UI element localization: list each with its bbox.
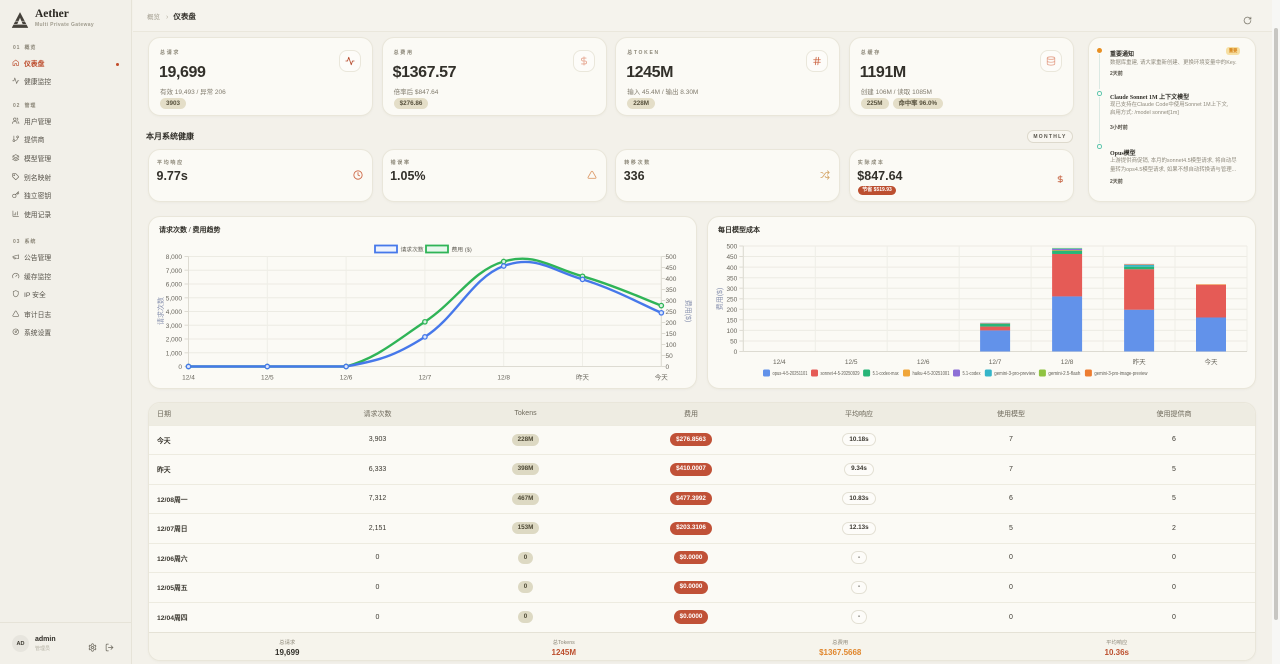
svg-text:12/7: 12/7 <box>989 359 1002 366</box>
svg-text:5,000: 5,000 <box>166 296 183 303</box>
svg-text:200: 200 <box>666 320 677 327</box>
svg-text:12/4: 12/4 <box>182 375 195 382</box>
svg-text:6,000: 6,000 <box>166 282 183 289</box>
svg-text:12/6: 12/6 <box>340 375 353 382</box>
svg-text:250: 250 <box>666 309 677 316</box>
svg-text:0: 0 <box>178 364 182 371</box>
svg-text:400: 400 <box>726 265 737 272</box>
svg-text:300: 300 <box>726 286 737 293</box>
svg-text:12/8: 12/8 <box>497 375 510 382</box>
svg-text:450: 450 <box>666 265 677 272</box>
svg-text:50: 50 <box>666 353 674 360</box>
svg-text:昨天: 昨天 <box>1133 357 1147 366</box>
svg-text:12/5: 12/5 <box>845 359 858 366</box>
svg-text:0: 0 <box>666 364 670 371</box>
svg-text:今天: 今天 <box>655 373 669 382</box>
svg-text:300: 300 <box>666 298 677 305</box>
svg-text:400: 400 <box>666 276 677 283</box>
svg-text:12/7: 12/7 <box>419 375 432 382</box>
svg-text:2,000: 2,000 <box>166 337 183 344</box>
svg-text:150: 150 <box>666 331 677 338</box>
svg-text:昨天: 昨天 <box>576 373 590 382</box>
svg-text:请求次数: 请求次数 <box>401 246 424 254</box>
svg-text:200: 200 <box>726 307 737 314</box>
svg-text:5.1-codex: 5.1-codex <box>963 371 981 377</box>
svg-text:gemini-2.5-flash: gemini-2.5-flash <box>1048 371 1080 377</box>
svg-text:500: 500 <box>726 244 737 251</box>
svg-text:100: 100 <box>666 342 677 349</box>
svg-text:50: 50 <box>730 339 738 346</box>
svg-text:4,000: 4,000 <box>166 309 183 316</box>
svg-text:3,000: 3,000 <box>166 323 183 330</box>
svg-text:8,000: 8,000 <box>166 254 183 261</box>
svg-text:100: 100 <box>726 328 737 335</box>
svg-text:12/8: 12/8 <box>1061 359 1074 366</box>
svg-text:12/5: 12/5 <box>261 375 274 382</box>
svg-text:350: 350 <box>726 275 737 282</box>
svg-text:今天: 今天 <box>1205 357 1219 366</box>
svg-text:sonnet-4-5-20250929: sonnet-4-5-20250929 <box>821 371 860 377</box>
svg-text:12/4: 12/4 <box>773 359 786 366</box>
svg-text:1,000: 1,000 <box>166 350 183 357</box>
svg-text:450: 450 <box>726 254 737 261</box>
svg-text:7,000: 7,000 <box>166 268 183 275</box>
svg-text:5.1-codex-max: 5.1-codex-max <box>873 371 899 377</box>
svg-text:费用 ($): 费用 ($) <box>452 246 472 254</box>
svg-text:150: 150 <box>726 318 737 325</box>
svg-text:费用($): 费用($) <box>715 288 724 311</box>
svg-text:12/6: 12/6 <box>917 359 930 366</box>
svg-text:250: 250 <box>726 297 737 304</box>
svg-text:费用($): 费用($) <box>684 300 693 323</box>
svg-text:500: 500 <box>666 254 677 261</box>
svg-text:350: 350 <box>666 287 677 294</box>
svg-text:0: 0 <box>734 349 738 356</box>
svg-text:haiku-4-5-20251001: haiku-4-5-20251001 <box>913 371 950 377</box>
svg-text:请求次数: 请求次数 <box>156 297 165 325</box>
svg-text:opus-4-5-20251101: opus-4-5-20251101 <box>773 371 808 377</box>
svg-text:gemini-3-pro-preview: gemini-3-pro-preview <box>994 371 1036 377</box>
svg-text:gemini-3-pro-image-preview: gemini-3-pro-image-preview <box>1094 371 1148 377</box>
